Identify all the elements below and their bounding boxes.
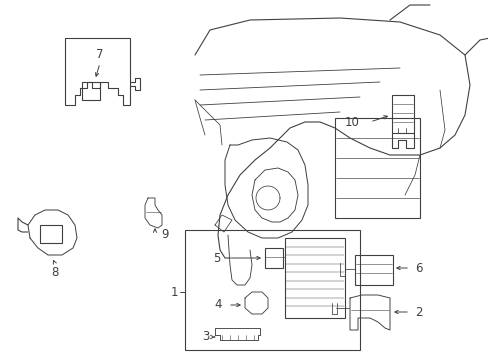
- Text: 3: 3: [202, 330, 209, 343]
- Text: 8: 8: [51, 266, 59, 279]
- Text: 9: 9: [161, 229, 168, 242]
- Text: 6: 6: [414, 261, 422, 274]
- Bar: [40, 225, 62, 243]
- Bar: [391, 95, 413, 133]
- Text: 1: 1: [170, 285, 178, 298]
- Bar: [354, 255, 392, 285]
- Text: 5: 5: [212, 252, 220, 265]
- Text: 4: 4: [214, 298, 222, 311]
- Text: 7: 7: [96, 49, 103, 62]
- Bar: [285, 238, 345, 318]
- Text: 10: 10: [345, 116, 359, 129]
- Bar: [82, 82, 100, 100]
- Bar: [184, 230, 359, 350]
- Bar: [334, 118, 419, 218]
- Bar: [264, 248, 283, 268]
- Text: 2: 2: [414, 306, 422, 319]
